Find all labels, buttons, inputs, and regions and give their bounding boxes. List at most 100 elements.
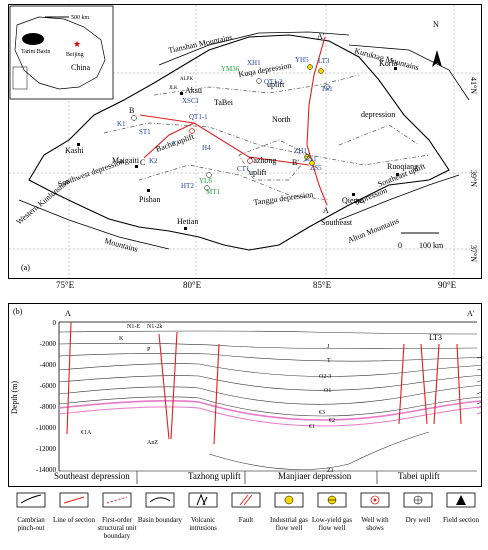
svg-text:CT1: CT1	[237, 165, 250, 173]
scale-zero: 0	[398, 241, 402, 250]
svg-text:QT1-1: QT1-1	[189, 113, 208, 121]
inset-beijing-label: Beijing	[66, 52, 84, 58]
svg-text:0: 0	[53, 319, 57, 327]
basement-horizon	[208, 431, 430, 470]
unit-manjiaer: Manjiaer depression	[278, 471, 352, 481]
faults	[66, 321, 462, 445]
map-panel: 500 km Tarim Basin ★ Beijing China N 0 1…	[8, 4, 482, 279]
wells	[131, 64, 330, 191]
north-label: N	[433, 20, 439, 29]
svg-text:O1: O1	[324, 388, 331, 394]
unit-boundary-icon	[102, 492, 132, 508]
svg-text:JLK: JLK	[169, 86, 178, 91]
svg-text:N1-2k: N1-2k	[147, 324, 162, 330]
legend-shows: Well with shows	[352, 489, 398, 549]
strata-labels: N1-E N1-2k K P O2-3 O1 €3 €2 €1 €1A AnZ …	[81, 324, 335, 474]
legend-volcanic: Volcanic intrusions	[180, 489, 226, 549]
svg-text:K2: K2	[149, 157, 158, 165]
mountains-label: Mountains	[103, 236, 138, 254]
legend-unit-boundary: First-order structural unit boundary	[94, 489, 140, 549]
svg-text:ALPK: ALPK	[180, 77, 193, 82]
city-pishan: Pishan	[139, 195, 160, 204]
cambrian-pinchout-icon	[16, 492, 46, 508]
svg-text:ZS5: ZS5	[310, 164, 322, 172]
section-units: Southeast depression Tazhong uplift Manj…	[8, 471, 480, 487]
low-yield-well-icon	[317, 492, 347, 508]
city-hetian: Hetian	[177, 217, 198, 226]
southeast-label: Southeast	[321, 218, 353, 227]
legend-field: Field section	[438, 489, 484, 549]
legend-dry: Dry well	[395, 489, 441, 549]
lat-39: 39°N	[469, 170, 478, 187]
svg-text:MT1: MT1	[206, 188, 221, 196]
field-section-icon	[446, 492, 476, 508]
uplift-label: uplift	[267, 80, 285, 89]
svg-text:YH5: YH5	[295, 56, 309, 64]
unit-tazhong: Tazhong uplift	[188, 471, 241, 481]
north-arrow-icon	[432, 50, 442, 67]
mountain-fronts	[18, 31, 470, 250]
section-top-a: A	[65, 309, 71, 318]
lat-37: 37°N	[469, 245, 478, 262]
inset-china-label: China	[71, 63, 91, 72]
lon-ticks: 75°E 80°E 85°E 90°E	[8, 280, 480, 294]
legend-basin: Basin boundary	[137, 489, 183, 549]
inset-tarim-label: Tarim Basin	[21, 49, 50, 55]
svg-text:-6000: -6000	[40, 382, 57, 390]
north-unit-label: North	[272, 115, 291, 124]
basin-boundary-icon	[145, 492, 175, 508]
svg-text:YL6: YL6	[199, 177, 212, 185]
field-labels: JLK ALPK	[169, 77, 193, 91]
pink-horizon-2	[58, 406, 488, 427]
well-labels-blue: YH5 LT3 XH1 TS1 QT1-2 XSC1 QT1-1 K1 ST1 …	[117, 56, 333, 190]
unit-boundaries	[103, 74, 430, 201]
horizons	[58, 330, 488, 417]
svg-text:-12000: -12000	[36, 445, 56, 453]
unit-tabei: Tabei uplift	[398, 471, 440, 481]
panel-b-label: (b)	[13, 307, 23, 316]
section-b-prime: B'	[292, 158, 299, 167]
unit-southeast: Southeast depression	[54, 471, 130, 481]
svg-text:ZS1: ZS1	[305, 155, 317, 163]
altun-label: Altun Mountains	[346, 216, 400, 245]
section-lines	[139, 36, 328, 206]
svg-text:ZH1: ZH1	[294, 147, 307, 155]
svg-text:LT3: LT3	[318, 57, 330, 65]
legend-section: Line of section	[51, 489, 97, 549]
svg-text:TS1: TS1	[321, 85, 333, 93]
kuqa-label: Kuqa depression	[238, 61, 292, 79]
svg-text:XSC1: XSC1	[182, 97, 200, 105]
svg-text:€1A: €1A	[81, 430, 92, 436]
svg-text:O2-3: O2-3	[319, 374, 331, 380]
lon-75: 75°E	[56, 280, 75, 290]
depth-ticks: 0 -2000 -4000 -6000 -8000 -10000 -12000 …	[36, 319, 56, 474]
city-qiemo: Qiemo	[342, 196, 364, 205]
section-a-prime: A'	[317, 32, 325, 41]
legend-low-yield: Low-yield gas flow well	[309, 489, 355, 549]
city-maigaiti: Maigaiti	[112, 156, 140, 165]
section-line-icon	[59, 492, 89, 508]
legend-fault: Fault	[223, 489, 269, 549]
legend-industrial-gas: Industrial gas flow well	[266, 489, 312, 549]
svg-text:-4000: -4000	[40, 361, 57, 369]
svg-text:H4: H4	[202, 144, 211, 152]
pink-horizon	[58, 400, 488, 421]
inset-tarim-basin	[22, 33, 44, 45]
fault-icon	[231, 492, 261, 508]
well-labels-green: YM36 YL6 MT1	[199, 65, 240, 196]
tanggu-label: Tanggu depression	[253, 190, 314, 207]
svg-text:K: K	[119, 336, 124, 342]
dry-well-icon	[403, 492, 433, 508]
section-top-lt3: LT3	[429, 333, 442, 342]
tianshan-label: Tianshan Mountains	[168, 33, 234, 55]
lon-90: 90°E	[438, 280, 457, 290]
svg-text:-8000: -8000	[40, 403, 57, 411]
svg-text:€2: €2	[329, 418, 335, 424]
depression-label: depression	[361, 110, 395, 119]
scale-end: 100 km	[419, 241, 444, 250]
svg-text:K1: K1	[117, 120, 126, 128]
section-top-a-prime: A'	[467, 309, 475, 318]
map-svg: 500 km Tarim Basin ★ Beijing China N 0 1…	[9, 5, 481, 278]
lat-41: 41°N	[469, 77, 478, 94]
legend-cambrian: Cambrian pinch-out	[8, 489, 54, 549]
